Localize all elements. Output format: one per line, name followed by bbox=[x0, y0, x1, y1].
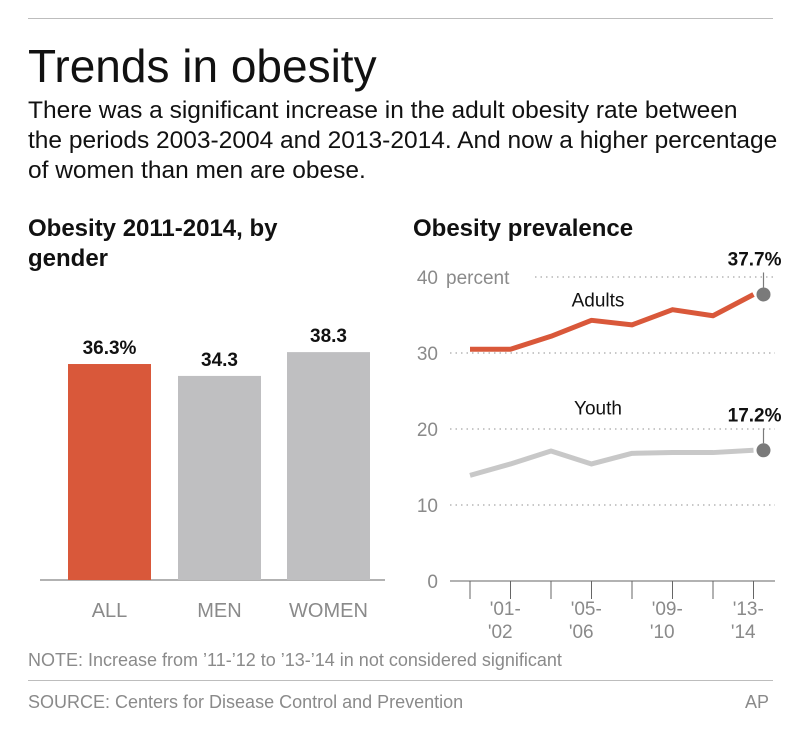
series-end-label: 37.7% bbox=[728, 249, 782, 270]
bar-category-label: ALL bbox=[92, 600, 128, 622]
page-title: Trends in obesity bbox=[28, 40, 377, 92]
x-tick-label: '14 bbox=[731, 622, 756, 643]
series-name-label: Adults bbox=[572, 290, 625, 311]
x-tick-label: '02 bbox=[488, 622, 513, 643]
x-tick-label: '09- bbox=[652, 599, 683, 620]
subtitle: There was a significant increase in the … bbox=[28, 97, 778, 184]
bar-value-label: 38.3 bbox=[310, 326, 347, 347]
y-unit-label: percent bbox=[446, 268, 510, 289]
footer-rule bbox=[28, 680, 773, 681]
top-rule bbox=[28, 18, 773, 19]
line-chart-title: Obesity prevalence bbox=[413, 215, 634, 242]
bar-chart-title: Obesity 2011-2014, by gender bbox=[28, 215, 278, 272]
x-tick-label: '05- bbox=[571, 599, 602, 620]
y-tick-label: 0 bbox=[427, 572, 438, 593]
series-name-label: Youth bbox=[574, 398, 622, 419]
series-end-label: 17.2% bbox=[728, 405, 782, 426]
endpoint-dot-youth bbox=[756, 443, 771, 458]
series-line-youth bbox=[469, 447, 754, 478]
x-tick-label: '10 bbox=[650, 622, 675, 643]
bar-value-label: 36.3% bbox=[83, 338, 137, 359]
bar-all bbox=[68, 364, 151, 580]
bar-category-label: MEN bbox=[197, 600, 241, 622]
bar-men bbox=[178, 375, 261, 580]
y-tick-label: 30 bbox=[417, 344, 438, 365]
bar-category-label: WOMEN bbox=[289, 600, 368, 622]
y-tick-label: 40 bbox=[417, 268, 438, 289]
note: NOTE: Increase from ’11-’12 to ’13-’14 i… bbox=[28, 650, 562, 670]
x-tick-label: '01- bbox=[490, 599, 521, 620]
x-tick-label: '13- bbox=[733, 599, 764, 620]
credit: AP bbox=[745, 692, 770, 712]
source: SOURCE: Centers for Disease Control and … bbox=[28, 692, 464, 712]
endpoint-dot-adults bbox=[756, 287, 771, 302]
bar-women bbox=[287, 352, 370, 580]
y-tick-label: 20 bbox=[417, 420, 438, 441]
y-tick-label: 10 bbox=[417, 496, 438, 517]
series-line-adults bbox=[470, 292, 755, 352]
x-tick-label: '06 bbox=[569, 622, 594, 643]
bar-value-label: 34.3 bbox=[201, 350, 238, 371]
